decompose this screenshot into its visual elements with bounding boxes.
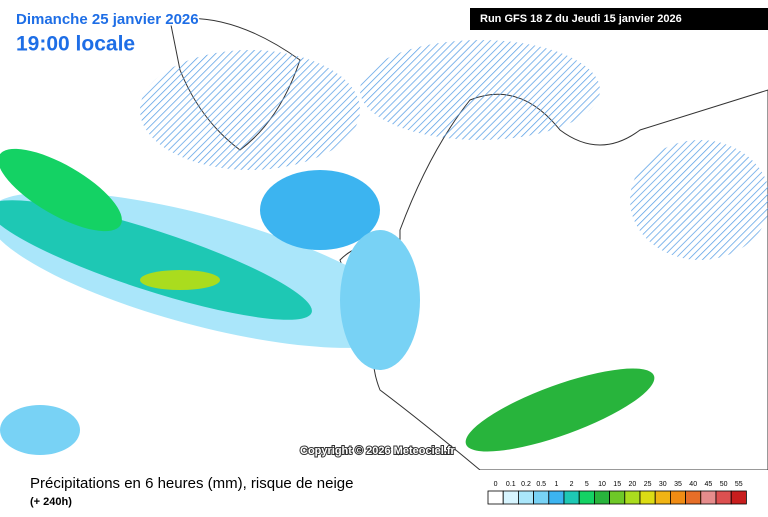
scale-swatch [487, 490, 504, 505]
scale-swatch [502, 490, 519, 505]
run-info: Run GFS 18 Z du Jeudi 15 janvier 2026 [480, 13, 682, 25]
precipitation [0, 40, 768, 455]
scale-label: 0.1 [506, 481, 516, 488]
scale-label: 25 [644, 481, 652, 488]
scale-label: 0.5 [536, 481, 546, 488]
scale-label: 2 [570, 481, 574, 488]
scale-swatch [594, 490, 611, 505]
scale-swatch [624, 490, 641, 505]
scale-swatch [639, 490, 656, 505]
scale-swatch [578, 490, 595, 505]
scale-label: 35 [674, 481, 682, 488]
scale-label: 50 [720, 481, 728, 488]
run-box [470, 8, 768, 30]
scale-swatch [700, 490, 717, 505]
color-scale: 0 0.1 0.2 0.5 1 2 5 10 15 20 25 30 35 40 45 50 55 [487, 481, 747, 505]
scale-swatch [533, 490, 550, 505]
scale-swatch [685, 490, 702, 505]
scale-swatch [730, 490, 747, 505]
copyright: Copyright © 2026 Meteociel.fr [300, 445, 456, 457]
legend-subtitle: (+ 240h) [30, 496, 72, 508]
scale-label: 5 [585, 481, 589, 488]
scale-label: 45 [705, 481, 713, 488]
scale-label: 0.2 [521, 481, 531, 488]
scale-label: 30 [659, 481, 667, 488]
scale-label: 0 [494, 481, 498, 488]
legend-title: Précipitations en 6 heures (mm), risque … [30, 475, 354, 492]
date: Dimanche 25 janvier 2026 [16, 11, 199, 28]
scale-swatch [715, 490, 732, 505]
scale-swatch [563, 490, 580, 505]
scale-swatch [654, 490, 671, 505]
scale-swatch [518, 490, 535, 505]
scale-label: 10 [598, 481, 606, 488]
scale-swatch [548, 490, 565, 505]
scale-label: 20 [629, 481, 637, 488]
scale-label: 40 [689, 481, 697, 488]
time: 19:00 locale [16, 33, 135, 56]
scale-label: 1 [554, 481, 558, 488]
scale-swatch [609, 490, 626, 505]
scale-label: 15 [613, 481, 621, 488]
scale-label: 55 [735, 481, 743, 488]
scale-swatch [670, 490, 687, 505]
